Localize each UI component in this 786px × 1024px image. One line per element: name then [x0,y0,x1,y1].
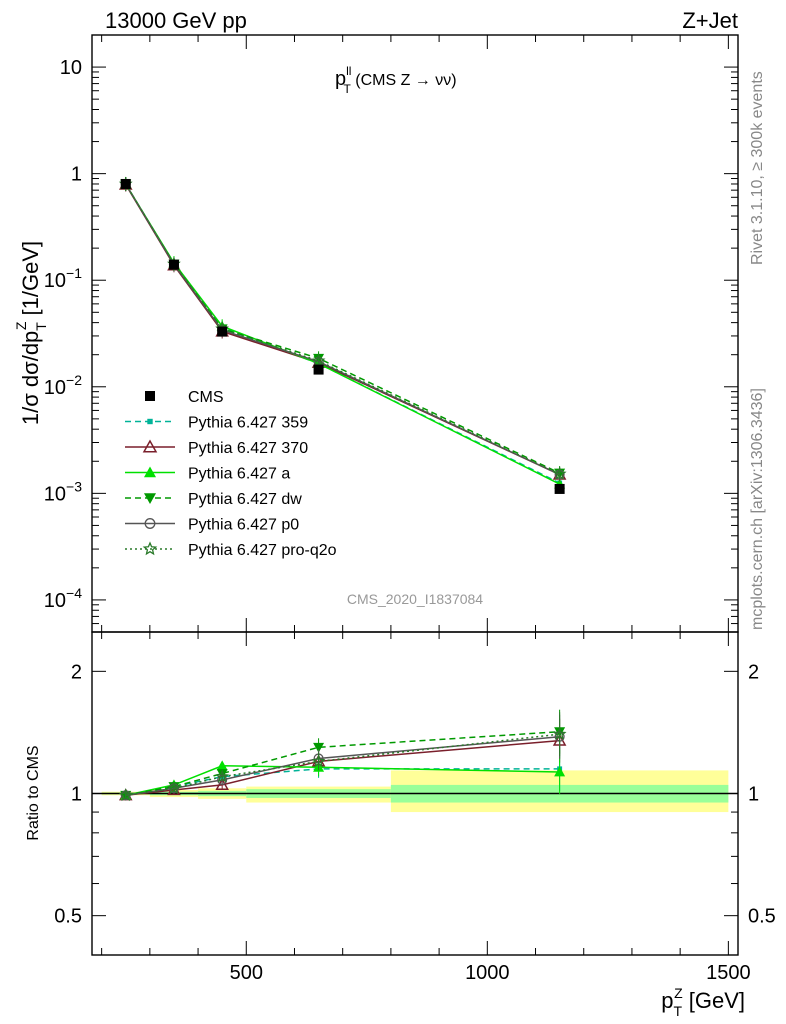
legend-marker [142,541,158,556]
main-plot: 10−4 10−3 10−2 10−1 1 10 [44,34,738,633]
legend-label: Pythia 6.427 359 [188,415,308,432]
side-text-bottom: mcplots.cern.ch [arXiv:1306.3436] [749,388,766,630]
ratio-y-tick-label: 2 [71,661,82,683]
legend-marker [144,466,156,478]
ratio-y-tick-label-right: 2 [748,661,759,683]
main-y-tick-label: 10 [60,57,82,79]
ratio-frame [91,631,739,956]
legend-label: Pythia 6.427 a [188,466,290,483]
legend-marker [142,439,158,453]
data-point [313,364,324,375]
data-point [168,259,179,270]
x-tick-label: 500 [230,962,263,984]
watermark: CMS_2020_I1837084 [347,591,483,607]
title-sup: ll [346,64,351,78]
ratio-point [311,754,326,768]
legend-marker [144,493,156,504]
ratio-y-tick-label-right: 0.5 [748,906,776,928]
ratio-y-tick-label: 1 [71,784,82,806]
legend-item-1: Pythia 6.427 370 [125,439,308,457]
main-y-tick-label: 10−3 [44,478,82,505]
legend-label: Pythia 6.427 pro-q2o [188,542,337,559]
legend-item-0: Pythia 6.427 359 [125,415,308,432]
ratio-series-5 [118,712,567,802]
legend-label: Pythia 6.427 370 [188,440,308,457]
ratio-point [216,760,228,771]
chart-title: pll T (CMS Z → νν) [335,64,457,96]
legend-marker [147,418,153,425]
series-point [311,353,326,367]
legend-item-5: Pythia 6.427 pro-q2o [125,541,337,559]
data-points [120,178,565,494]
legend-marker [145,391,155,401]
legend-label: Pythia 6.427 dw [188,491,302,508]
ratio-y-tick-label: 0.5 [54,906,82,928]
title-main: p [335,68,346,90]
ratio-point [167,781,181,795]
legend-item-2: Pythia 6.427 a [125,466,290,483]
ratio-plot: 0.5 0.5 1 1 2 2 500 1000 1500 [54,632,776,984]
ratio-point [552,727,567,740]
main-y-label: 1/σ dσ/dpTZ [1/GeV] [13,241,49,425]
data-point [554,483,565,494]
ratio-y-label: Ratio to CMS [25,745,42,840]
series-point [552,466,567,480]
data-point [120,178,131,189]
legend-label: Pythia 6.427 p0 [188,517,299,534]
header-left: 13000 GeV pp [105,8,247,33]
legend-marker [144,518,156,529]
ratio-point [313,742,325,753]
x-tick-label: 1000 [465,962,510,984]
ratio-point [215,769,230,783]
ratio-series-line [125,730,560,797]
legend-label: CMS [188,389,224,406]
ratio-y-tick-label-right: 1 [748,784,759,806]
ratio-point [554,766,566,777]
title-sub: T [343,82,351,96]
side-text-top: Rivet 3.1.10, ≥ 300k events [749,71,766,265]
x-axis-label: pTZ [GeV] [661,985,745,1019]
ratio-series-line [125,733,560,797]
main-y-tick-label: 10−2 [44,372,82,399]
legend-item-3: Pythia 6.427 dw [125,491,302,508]
legend-item-data: CMS [145,389,224,406]
header-right: Z+Jet [682,8,738,33]
main-y-tick-label: 10−1 [44,265,82,292]
ratio-point [215,777,229,791]
data-point [217,326,228,337]
title-rest: (CMS Z → νν) [351,72,457,89]
legend: CMS Pythia 6.427 359 Pythia 6.427 370 Pythi… [125,389,337,559]
x-tick-label: 1500 [706,962,751,984]
main-y-tick-label: 1 [71,164,82,186]
legend-item-4: Pythia 6.427 p0 [125,517,299,534]
ratio-point [118,788,133,802]
main-y-tick-label: 10−4 [44,585,82,612]
